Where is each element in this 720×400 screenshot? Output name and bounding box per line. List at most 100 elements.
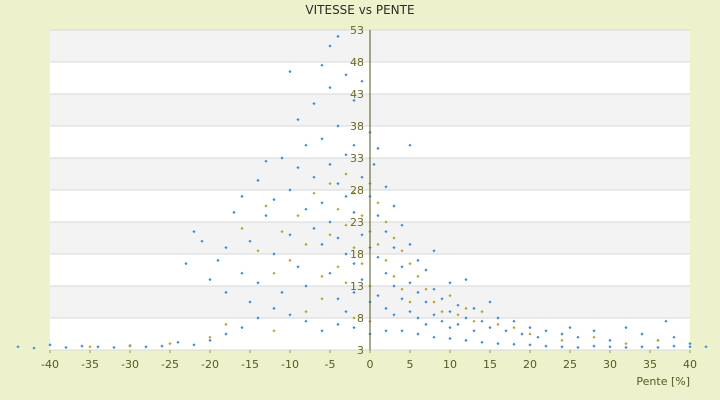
x-tick-label: 5 [407, 358, 414, 371]
data-point [96, 345, 100, 349]
chart-title: VITESSE vs PENTE [305, 3, 414, 17]
data-point [528, 343, 532, 347]
data-point [376, 294, 380, 298]
data-point [208, 338, 212, 342]
data-point [296, 265, 300, 269]
data-point [304, 319, 308, 323]
data-point [384, 185, 388, 189]
data-point [384, 329, 388, 333]
data-point [376, 146, 380, 150]
data-point [400, 249, 404, 253]
data-point [400, 265, 404, 269]
x-axis-title: Pente [%] [636, 375, 690, 388]
x-tick-label: -10 [281, 358, 299, 371]
data-point [360, 233, 364, 237]
data-point [416, 258, 420, 262]
data-point [320, 242, 324, 246]
data-point [400, 287, 404, 291]
data-point [304, 310, 308, 314]
data-point [464, 306, 468, 310]
data-point [360, 175, 364, 179]
data-point [688, 342, 692, 346]
data-point [608, 345, 612, 349]
data-point [16, 345, 20, 349]
data-point [360, 262, 364, 266]
data-point [320, 329, 324, 333]
data-point [408, 300, 412, 304]
data-point [424, 287, 428, 291]
data-point [208, 278, 212, 282]
data-point [328, 220, 332, 224]
data-point [352, 143, 356, 147]
x-tick-label: 30 [603, 358, 617, 371]
data-point [360, 214, 364, 218]
data-point [208, 335, 212, 339]
data-point [392, 246, 396, 250]
data-point [240, 326, 244, 330]
data-point [416, 316, 420, 320]
data-point [688, 345, 692, 349]
data-point [576, 335, 580, 339]
data-point [272, 306, 276, 310]
data-point [544, 344, 548, 348]
data-point [376, 214, 380, 218]
data-point [312, 175, 316, 179]
x-tick-label: -30 [121, 358, 139, 371]
data-point [256, 178, 260, 182]
data-point [280, 156, 284, 160]
data-point [488, 300, 492, 304]
data-point [400, 297, 404, 301]
data-point [376, 242, 380, 246]
data-point [344, 172, 348, 176]
data-point [456, 313, 460, 317]
data-point [352, 98, 356, 102]
data-point [168, 342, 172, 346]
data-point [624, 326, 628, 330]
data-point [384, 220, 388, 224]
data-point [112, 345, 116, 350]
data-point [320, 137, 324, 141]
data-point [512, 326, 516, 330]
data-point [304, 207, 308, 211]
data-point [376, 255, 380, 259]
data-point [264, 214, 268, 218]
data-point [448, 281, 452, 285]
data-point [320, 274, 324, 278]
data-point [296, 166, 300, 170]
data-point [496, 342, 500, 346]
data-point [328, 233, 332, 237]
data-point [392, 274, 396, 278]
data-point [464, 338, 468, 342]
data-point [288, 258, 292, 262]
data-point [416, 290, 420, 294]
data-point [336, 182, 340, 186]
data-point [592, 329, 596, 333]
data-point [336, 322, 340, 326]
x-tick-label: 15 [483, 358, 497, 371]
data-point [352, 210, 356, 214]
data-point [264, 204, 268, 208]
data-point [408, 281, 412, 285]
data-point [312, 102, 316, 106]
data-point [560, 338, 564, 342]
data-point [256, 316, 260, 320]
data-point [376, 201, 380, 205]
x-tick-label: -40 [41, 358, 59, 371]
data-point [280, 230, 284, 234]
data-point [576, 345, 580, 350]
data-point [392, 204, 396, 208]
data-point [312, 226, 316, 230]
data-point [384, 230, 388, 234]
data-point [296, 214, 300, 218]
x-tick-label: 10 [443, 358, 457, 371]
data-point [328, 86, 332, 90]
data-point [352, 316, 356, 320]
data-point [432, 287, 436, 291]
data-point [336, 124, 340, 128]
x-tick-label: -20 [201, 358, 219, 371]
data-point [336, 236, 340, 240]
data-point [64, 345, 68, 350]
data-point [624, 345, 628, 350]
data-point [352, 262, 356, 266]
data-point [560, 345, 564, 349]
